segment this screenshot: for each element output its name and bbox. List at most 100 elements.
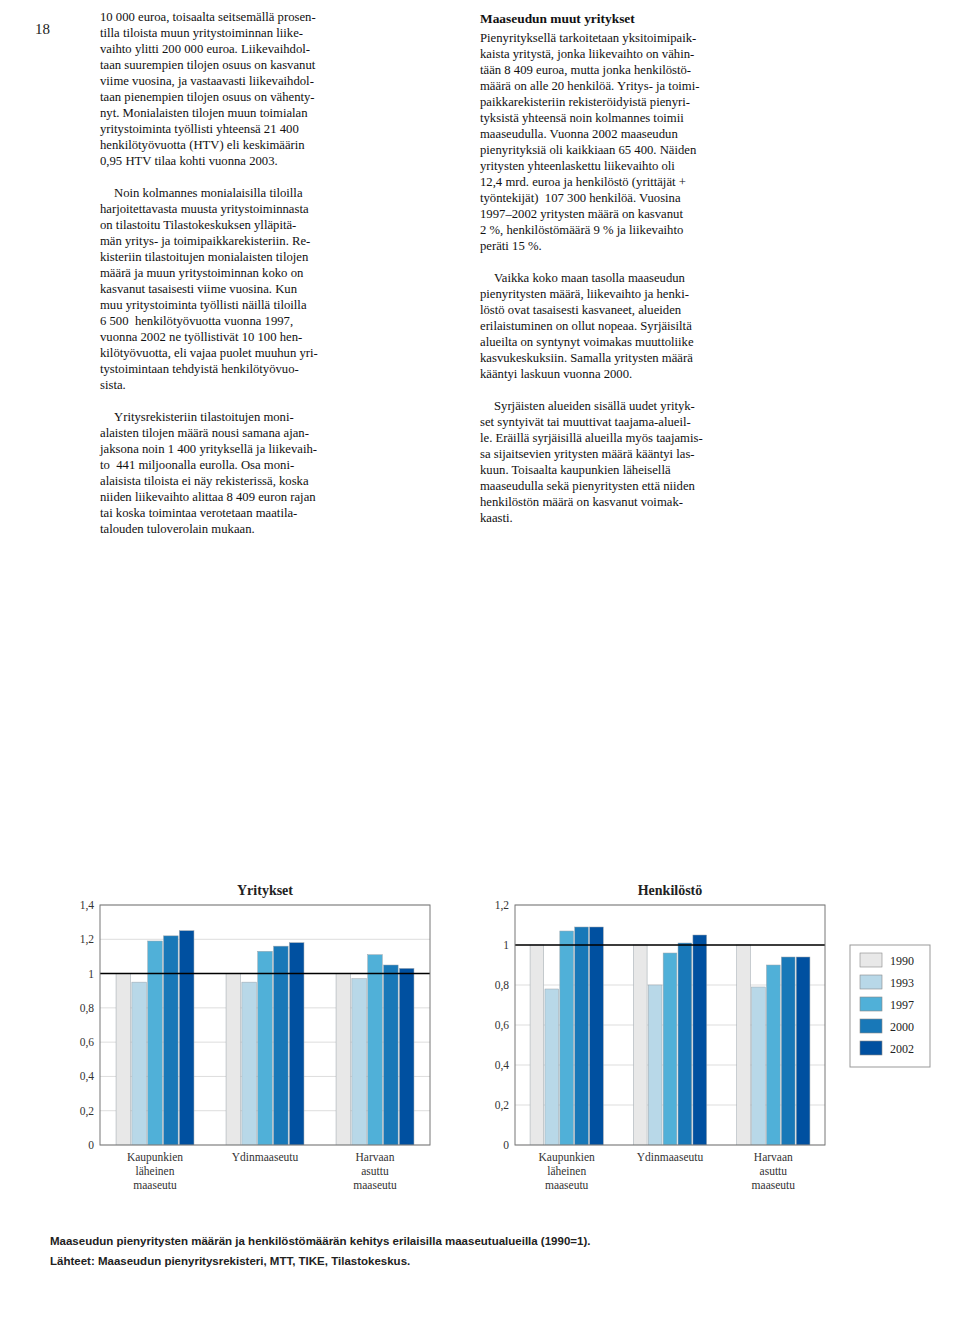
body-line: kaasti. xyxy=(480,511,513,525)
bar xyxy=(132,982,147,1145)
x-tick-label: Harvaanasuttumaaseutu xyxy=(353,1151,397,1191)
y-tick-label: 0,8 xyxy=(495,979,510,992)
body-line: kilötyövuotta, eli vajaa puolet muuhun y… xyxy=(100,346,318,360)
bar xyxy=(545,989,559,1145)
x-tick-label: Ydinmaaseutu xyxy=(637,1151,704,1163)
x-tick-label-line: Ydinmaaseutu xyxy=(232,1151,299,1163)
x-tick-label-line: asuttu xyxy=(760,1165,788,1177)
body-line: Vaikka koko maan tasolla maaseudun xyxy=(494,271,686,285)
bar xyxy=(384,965,399,1145)
reference-line xyxy=(100,973,430,975)
legend-swatch xyxy=(860,975,882,989)
bar xyxy=(633,945,647,1145)
legend-label: 1997 xyxy=(890,998,914,1012)
body-line: yritystoiminta työllisti yhteensä 21 400 xyxy=(100,122,299,136)
column-heading: Maaseudun muut yritykset xyxy=(480,11,635,26)
body-line: Noin kolmannes monialaisilla tiloilla xyxy=(114,186,303,200)
x-tick-label-line: Kaupunkien xyxy=(127,1151,183,1164)
body-line: kuun. Toisaalta kaupunkien läheisellä xyxy=(480,463,671,477)
bar xyxy=(368,955,383,1145)
body-line: alaisista tiloista ei näy rekisterissä, … xyxy=(100,474,309,488)
body-line: tään 8 409 euroa, mutta jonka henkilöstö… xyxy=(480,63,691,77)
y-tick-label: 0,6 xyxy=(80,1036,95,1049)
body-line: tilla tiloista muun yritystoiminnan liik… xyxy=(100,26,303,40)
x-tick-label-line: Harvaan xyxy=(356,1151,395,1163)
plot-area xyxy=(100,905,430,1145)
bar xyxy=(590,927,604,1145)
y-tick-label: 1 xyxy=(503,939,509,951)
body-line: kaista yritystä, jonka liikevaihto on vä… xyxy=(480,47,694,61)
x-tick-label-line: Ydinmaaseutu xyxy=(637,1151,704,1163)
plot-frame xyxy=(100,905,430,1145)
body-line: set syntyivät tai muuttivat taajama-alue… xyxy=(480,415,691,429)
bar xyxy=(560,931,574,1145)
bar xyxy=(352,979,367,1145)
body-line: on tilastoitu Tilastokeskuksen ylläpitä- xyxy=(100,218,296,232)
body-line: 1997–2002 yritysten määrä on kasvanut xyxy=(480,207,683,221)
body-line: 0,95 HTV tilaa kohti vuonna 2003. xyxy=(100,154,278,168)
body-line: Syrjäisten alueiden sisällä uudet yrityk… xyxy=(494,399,695,413)
bar xyxy=(179,931,194,1145)
body-line: tyksistä yhteensä noin kolmannes toimii xyxy=(480,111,684,125)
x-tick-label-line: maaseutu xyxy=(133,1179,177,1191)
legend-swatch xyxy=(860,1019,882,1033)
body-line: sista. xyxy=(100,378,126,392)
bar-series xyxy=(575,927,795,1145)
bar xyxy=(530,945,544,1145)
body-line: vuonna 2002 ne työllistivät 10 100 hen- xyxy=(100,330,302,344)
bars xyxy=(515,927,825,1145)
legend-label: 2002 xyxy=(890,1042,914,1056)
body-line: pienyrityksiä oli kaikkiaan 65 400. Näid… xyxy=(480,143,697,157)
x-tick-label: Kaupunkienläheinenmaaseutu xyxy=(127,1151,183,1191)
bar xyxy=(678,943,692,1145)
bar xyxy=(796,957,810,1145)
body-line: määrä ja muun yritystoiminnan koko on xyxy=(100,266,304,280)
body-line: määrä on alle 20 henkilöä. Yritys- ja to… xyxy=(480,79,699,93)
caption-line: Lähteet: Maaseudun pienyritysrekisteri, … xyxy=(50,1255,410,1267)
body-line: pienyritysten määrä, liikevaihto ja henk… xyxy=(480,287,689,301)
bar xyxy=(693,935,707,1145)
body-line: Pienyrityksellä tarkoitetaan yksitoimipa… xyxy=(480,31,696,45)
bar xyxy=(752,987,766,1145)
bar xyxy=(737,945,751,1145)
body-line: 2 %, henkilöstömäärä 9 % ja liikevaihto xyxy=(480,223,683,237)
bar xyxy=(164,936,179,1145)
body-line: män yritys- ja toimipaikkarekisteriin. R… xyxy=(100,234,310,248)
y-tick-label: 0,2 xyxy=(495,1099,510,1112)
body-line: kasvanut tasaisesti viime vuosina. Kun xyxy=(100,282,298,296)
bar-series xyxy=(590,927,810,1145)
body-line: viime vuosina, ja vastaavasti liikevaihd… xyxy=(100,74,314,88)
bar xyxy=(274,946,289,1145)
body-line: to 441 miljoonalla eurolla. Osa moni- xyxy=(100,458,294,472)
x-tick-label-line: maaseutu xyxy=(752,1179,796,1191)
page: 18 10 000 euroa, toisaalta seitsemällä pr… xyxy=(0,0,960,1343)
y-tick-label: 0,4 xyxy=(80,1070,95,1083)
body-line: taan suurempien tilojen osuus on kasvanu… xyxy=(100,58,316,72)
bar-series xyxy=(164,936,399,1145)
body-line: harjoitettavasta muusta yritystoiminnast… xyxy=(100,202,309,216)
y-tick-label: 1,2 xyxy=(495,899,510,912)
y-tick-label: 0,8 xyxy=(80,1002,95,1015)
page-number: 18 xyxy=(35,21,50,37)
x-tick-label-line: Harvaan xyxy=(754,1151,793,1163)
plot-frame xyxy=(515,905,825,1145)
y-tick-label: 0,2 xyxy=(80,1105,95,1118)
body-line: maaseudulla sekä pienyritysten että niid… xyxy=(480,479,696,493)
body-line: sa sijaitsevien yritysten määrä kääntyi … xyxy=(480,447,695,461)
body-line: jaksona noin 1 400 yrityksellä ja liikev… xyxy=(99,442,317,456)
chart: Yritykset00,20,40,60,811,21,4Kaupunkienl… xyxy=(80,883,430,1191)
legend-swatch xyxy=(860,997,882,1011)
bar xyxy=(116,974,131,1145)
legend-label: 2000 xyxy=(890,1020,914,1034)
legend-swatch xyxy=(860,1041,882,1055)
x-tick-label-line: asuttu xyxy=(361,1165,389,1177)
bar xyxy=(399,968,414,1145)
x-tick-label-line: läheinen xyxy=(547,1165,586,1177)
text-column: 10 000 euroa, toisaalta seitsemällä pros… xyxy=(99,10,318,536)
body-line: 10 000 euroa, toisaalta seitsemällä pros… xyxy=(100,10,316,24)
y-tick-label: 1,4 xyxy=(80,899,95,912)
bar xyxy=(766,965,780,1145)
body-line: Yritysrekisteriin tilastoitujen moni- xyxy=(114,410,294,424)
bar xyxy=(148,941,163,1145)
grid-line xyxy=(515,945,825,946)
